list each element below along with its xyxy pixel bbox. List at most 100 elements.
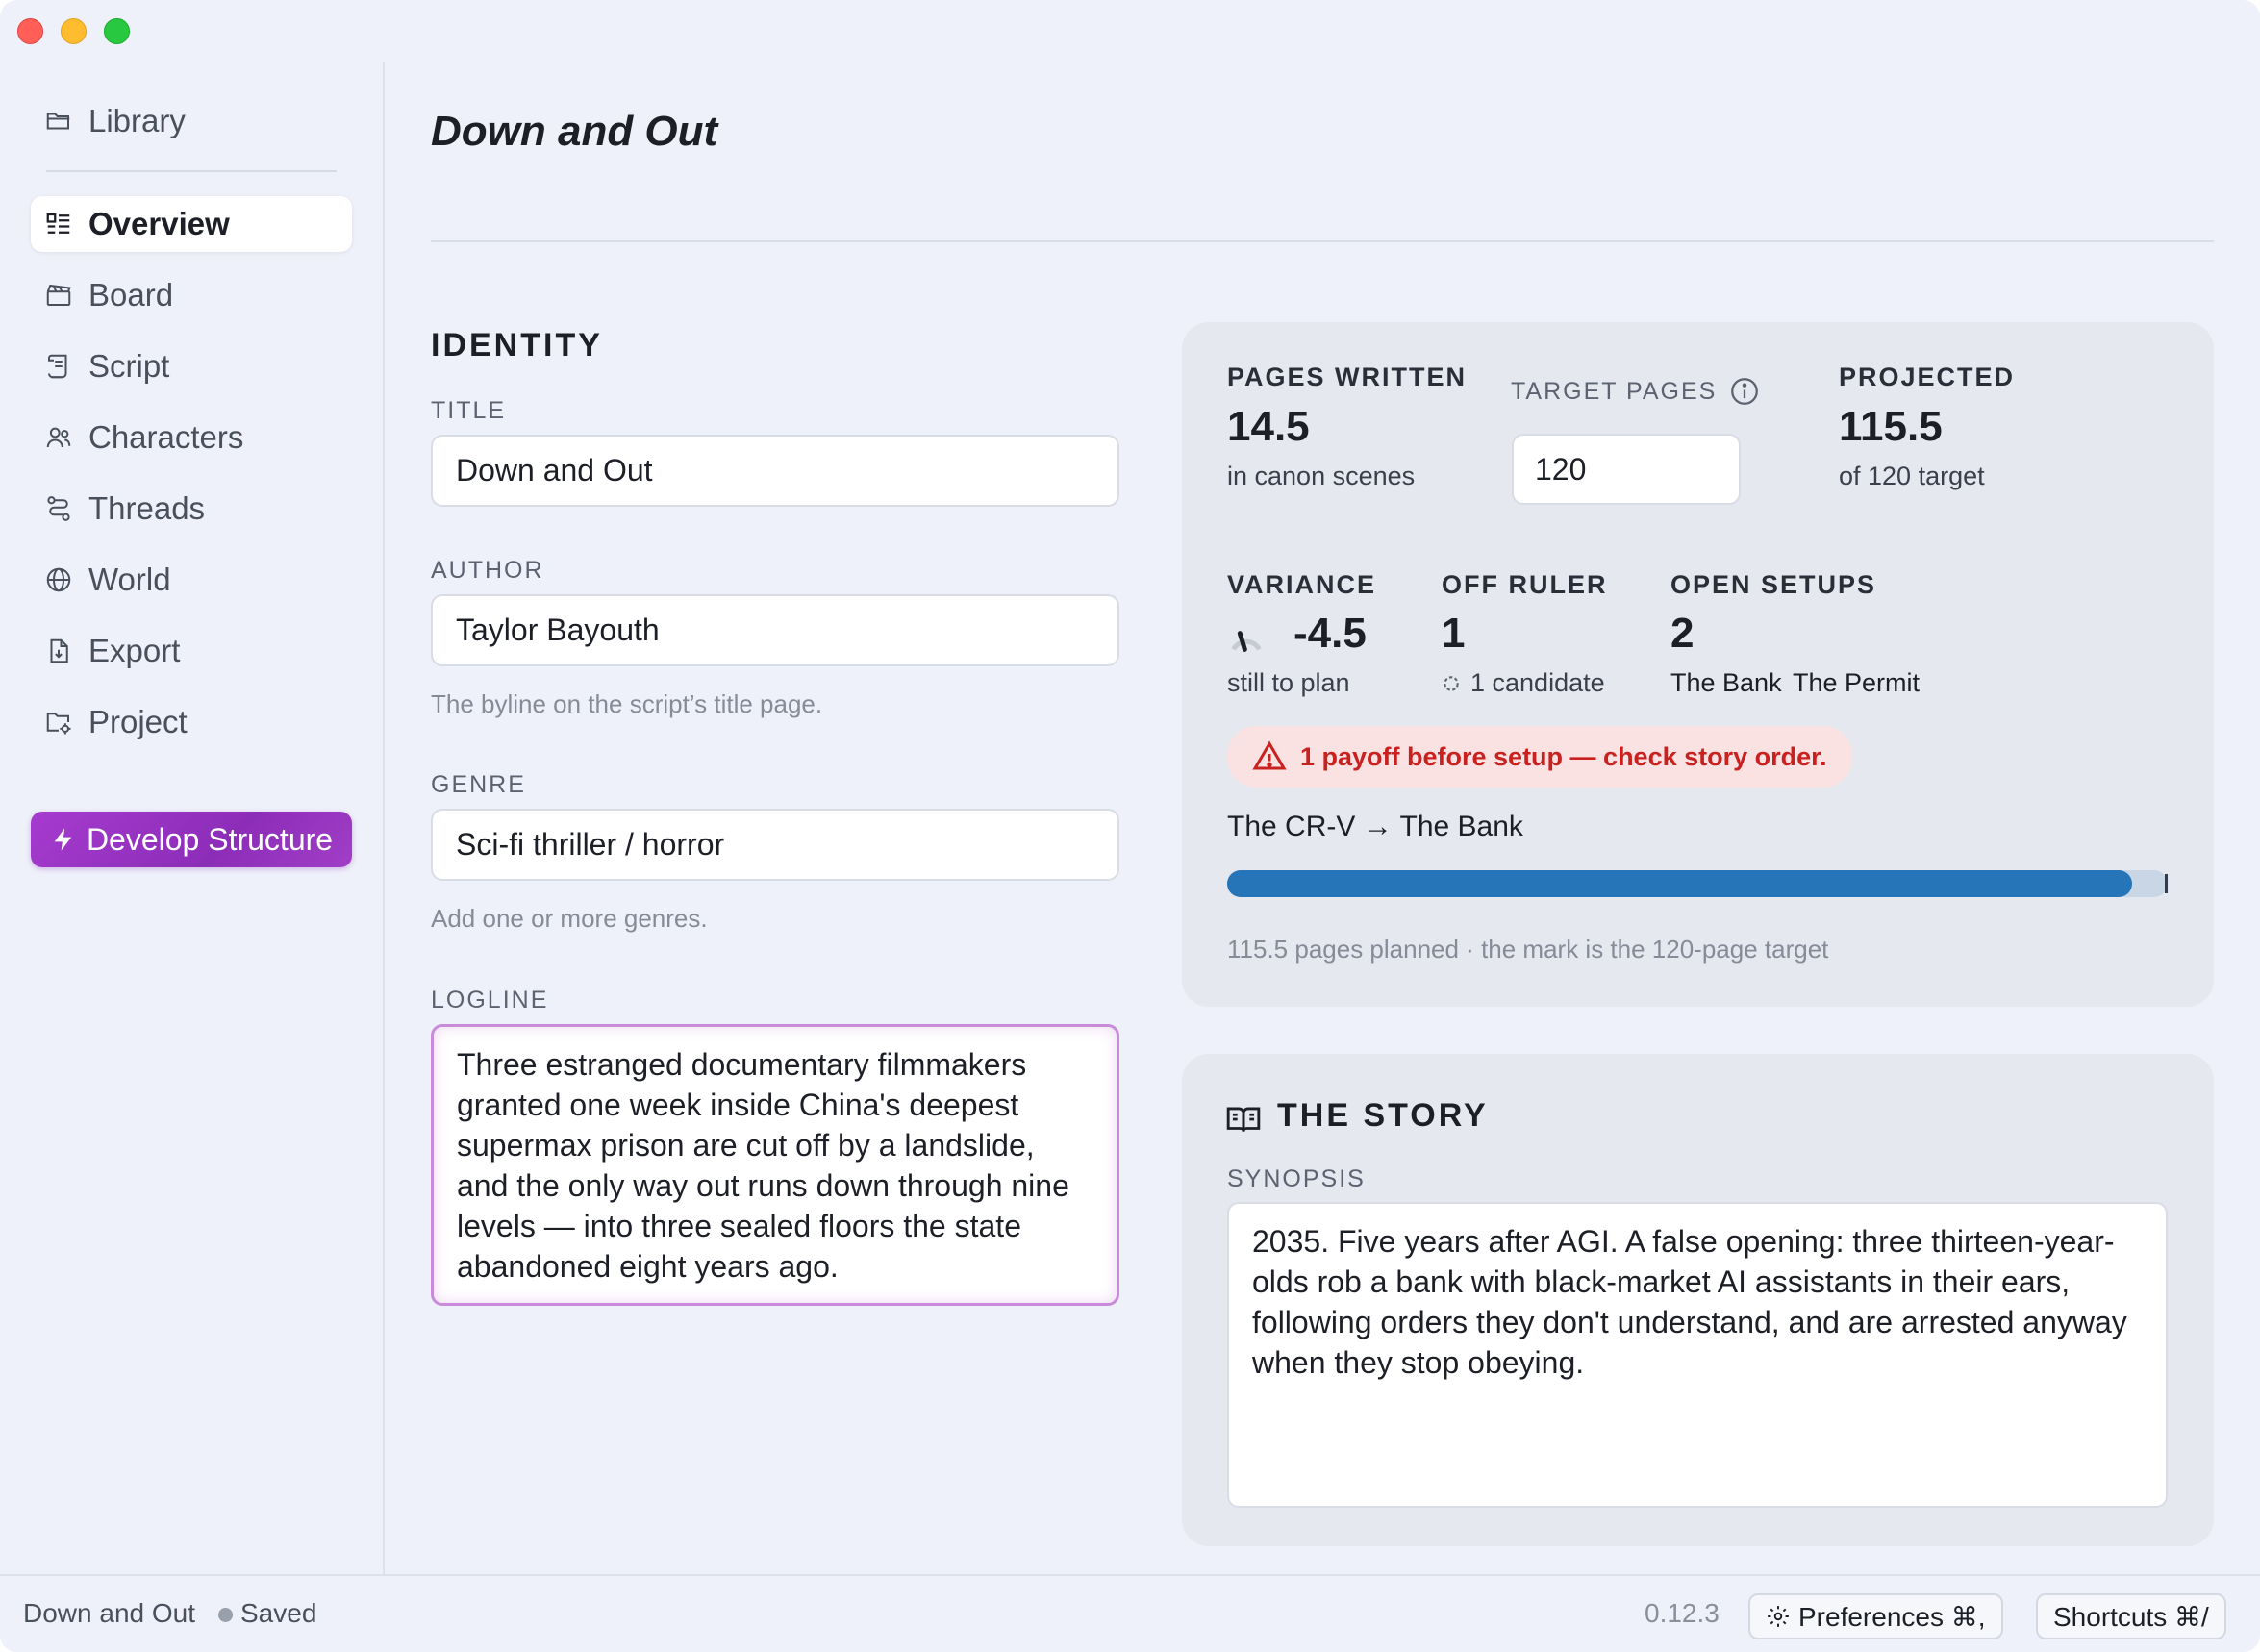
folder-open-icon <box>46 113 70 130</box>
off-ruler-sub[interactable]: 1 candidate <box>1442 668 1605 698</box>
progress-fill <box>1227 870 2133 897</box>
target-mark <box>2165 874 2168 893</box>
identity-heading: IDENTITY <box>431 327 603 363</box>
open-setups-label: OPEN SETUPS <box>1670 570 1877 599</box>
sidebar-item-label: World <box>88 562 171 597</box>
title-input[interactable]: Down and Out <box>431 435 1119 507</box>
pages-progress-bar <box>1227 870 2168 897</box>
off-ruler-sub-text: 1 candidate <box>1470 668 1605 697</box>
logline-textarea-value: Three estranged documentary filmmakers g… <box>457 1047 1069 1284</box>
synopsis-textarea-value: 2035. Five years after AGI. A false open… <box>1252 1224 2127 1380</box>
author-label: AUTHOR <box>431 557 544 584</box>
synopsis-textarea[interactable]: 2035. Five years after AGI. A false open… <box>1227 1202 2168 1508</box>
sidebar-item-board[interactable]: Board <box>31 267 352 323</box>
synopsis-label: SYNOPSIS <box>1227 1165 1366 1192</box>
preferences-button[interactable]: Preferences ⌘, <box>1748 1593 2003 1639</box>
window-controls <box>17 18 130 44</box>
target-pages-input[interactable]: 120 <box>1512 434 1741 505</box>
genre-input[interactable]: Sci-fi thriller / horror <box>431 809 1119 881</box>
genre-input-value: Sci-fi thriller / horror <box>456 827 725 862</box>
sidebar-item-label: Overview <box>88 206 230 241</box>
author-input[interactable]: Taylor Bayouth <box>431 594 1119 666</box>
open-setups-value: 2 <box>1670 610 1695 657</box>
lightning-icon <box>54 828 72 851</box>
sidebar-divider <box>46 170 337 172</box>
save-status: Saved <box>240 1598 317 1628</box>
folder-settings-icon <box>46 713 71 735</box>
sidebar-item-label: Threads <box>88 490 206 526</box>
open-book-icon <box>1226 1107 1261 1132</box>
open-setup-item[interactable]: The Bank <box>1670 668 1782 697</box>
sidebar-item-script[interactable]: Script <box>31 338 352 394</box>
genre-hint: Add one or more genres. <box>431 904 708 933</box>
page-title: Down and Out <box>431 108 718 155</box>
zoom-window-button[interactable] <box>104 18 130 44</box>
info-icon[interactable] <box>1728 375 1761 408</box>
loading-dashed-circle-icon <box>1444 675 1459 691</box>
sidebar-item-export[interactable]: Export <box>31 623 352 679</box>
variance-label: VARIANCE <box>1227 570 1377 599</box>
variance-value: -4.5 <box>1293 610 1367 657</box>
open-setup-item[interactable]: The Permit <box>1793 668 1921 697</box>
target-pages-value: 120 <box>1535 451 1587 487</box>
pages-written-sub: in canon scenes <box>1227 462 1416 490</box>
sidebar-item-overview[interactable]: Overview <box>31 196 352 252</box>
shortcuts-label: Shortcuts ⌘/ <box>2053 1601 2209 1632</box>
route-icon <box>47 496 70 521</box>
sidebar-item-label: Board <box>88 277 174 313</box>
footer-project-name: Down and Out <box>23 1598 195 1628</box>
sidebar-item-label: Script <box>88 348 170 384</box>
stats-card: PAGES WRITTEN 14.5 in canon scenes TARGE… <box>1182 322 2214 1007</box>
sidebar-item-project[interactable]: Project <box>31 694 352 750</box>
title-divider <box>431 240 2214 242</box>
status-bar: Down and Out Saved 0.12.3 Preferences ⌘,… <box>0 1574 2260 1652</box>
variance-sub: still to plan <box>1227 668 1350 697</box>
projected-label: PROJECTED <box>1839 363 2016 391</box>
story-heading: THE STORY <box>1277 1097 1489 1134</box>
develop-structure-button[interactable]: Develop Structure <box>31 812 352 867</box>
progress-caption: 115.5 pages planned · the mark is the 12… <box>1227 935 1829 964</box>
sidebar: Library Overview Board Script Characters… <box>0 62 385 1574</box>
author-hint: The byline on the script’s title page. <box>431 689 823 718</box>
list-icon <box>46 213 70 234</box>
develop-structure-label: Develop Structure <box>86 821 334 857</box>
title-label: TITLE <box>431 397 507 424</box>
warning-triangle-icon <box>1252 740 1287 770</box>
logline-label: LOGLINE <box>431 987 549 1014</box>
sidebar-item-characters[interactable]: Characters <box>31 410 352 465</box>
payoff-link[interactable]: The CR-V → The Bank <box>1227 811 1523 842</box>
title-input-value: Down and Out <box>456 453 653 488</box>
users-icon <box>46 427 71 448</box>
clapperboard-icon <box>46 284 71 306</box>
sidebar-item-library[interactable]: Library <box>31 93 352 149</box>
sidebar-item-label: Export <box>88 633 181 668</box>
author-input-value: Taylor Bayouth <box>456 613 660 647</box>
pages-written-label: PAGES WRITTEN <box>1227 363 1468 391</box>
projected-value: 115.5 <box>1839 403 1943 450</box>
sidebar-item-world[interactable]: World <box>31 552 352 608</box>
shortcuts-button[interactable]: Shortcuts ⌘/ <box>2036 1593 2226 1639</box>
story-order-alert[interactable]: 1 payoff before setup — check story orde… <box>1227 726 1852 788</box>
story-card: THE STORY SYNOPSIS 2035. Five years afte… <box>1182 1054 2214 1546</box>
file-download-icon <box>50 638 68 663</box>
off-ruler-value: 1 <box>1442 610 1466 657</box>
save-status-dot <box>218 1608 233 1622</box>
sidebar-item-label: Library <box>88 103 186 138</box>
gauge-icon <box>1231 631 1262 652</box>
sidebar-item-threads[interactable]: Threads <box>31 481 352 537</box>
version-label: 0.12.3 <box>1645 1598 1720 1628</box>
sidebar-item-label: Project <box>88 704 188 739</box>
alert-text: 1 payoff before setup — check story orde… <box>1300 741 1827 771</box>
sidebar-item-label: Characters <box>88 419 244 455</box>
gear-icon <box>1768 1606 1789 1627</box>
target-pages-label: TARGET PAGES <box>1511 378 1718 405</box>
logline-textarea[interactable]: Three estranged documentary filmmakers g… <box>431 1024 1119 1306</box>
minimize-window-button[interactable] <box>61 18 87 44</box>
close-window-button[interactable] <box>17 18 43 44</box>
preferences-label: Preferences ⌘, <box>1798 1601 1986 1632</box>
pages-written-value: 14.5 <box>1227 403 1310 450</box>
globe-icon <box>46 567 71 592</box>
genre-label: GENRE <box>431 771 526 798</box>
scroll-icon <box>48 354 67 379</box>
